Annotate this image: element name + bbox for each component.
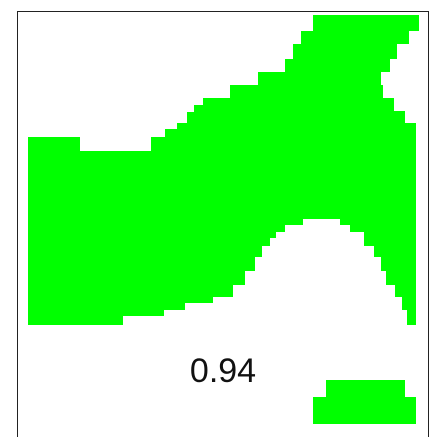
- score-label: 0.94: [189, 352, 257, 390]
- mask-region-main: [28, 15, 419, 325]
- image-frame: [17, 11, 429, 437]
- segmentation-mask: [28, 15, 419, 424]
- mask-region-bottom: [313, 380, 416, 424]
